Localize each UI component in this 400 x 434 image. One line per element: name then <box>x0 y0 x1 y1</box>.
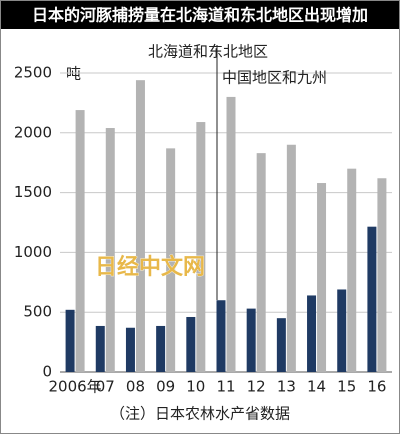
x-tick-label: 11 <box>216 378 235 396</box>
x-tick-label: 13 <box>277 378 296 396</box>
bar <box>135 80 145 373</box>
x-tick-label: 08 <box>126 378 145 396</box>
bar <box>377 178 387 372</box>
bar <box>65 309 75 372</box>
bar <box>186 316 196 372</box>
bar <box>216 300 226 372</box>
bar <box>125 327 135 372</box>
legend-label: 中国地区和九州 <box>222 69 327 87</box>
x-tick-label: 07 <box>96 378 115 396</box>
y-tick-label: 500 <box>23 303 52 321</box>
bar <box>75 110 85 373</box>
source-note: （注）日本农林水产省数据 <box>110 405 290 423</box>
bar <box>226 96 236 373</box>
x-tick-label: 09 <box>156 378 175 396</box>
y-tick-label: 0 <box>42 363 52 381</box>
bar <box>196 122 206 372</box>
bar <box>286 144 296 372</box>
y-tick-label: 2000 <box>14 123 52 141</box>
bar <box>347 168 357 372</box>
bar <box>105 128 115 372</box>
bar <box>317 183 327 372</box>
watermark: 日经中文网 <box>95 254 205 280</box>
bar <box>307 295 317 372</box>
x-tick-label: 10 <box>186 378 205 396</box>
bar <box>95 325 105 372</box>
bar <box>156 325 166 372</box>
bar <box>166 148 176 372</box>
bar <box>276 318 286 372</box>
legend-label: 北海道和东北地区 <box>148 43 268 61</box>
x-tick-label: 14 <box>307 378 326 396</box>
chart-title: 日本的河豚捕捞量在北海道和东北地区出现增加 <box>32 6 368 25</box>
x-tick-label: 2006年 <box>48 378 101 396</box>
title-bar <box>1 1 399 29</box>
bar <box>367 226 377 372</box>
bar <box>337 289 347 372</box>
bar <box>256 153 266 372</box>
bar <box>246 308 256 372</box>
x-tick-label: 15 <box>337 378 356 396</box>
y-tick-label: 1500 <box>14 183 52 201</box>
y-tick-label: 1000 <box>14 243 52 261</box>
y-tick-label: 2500 <box>14 64 52 82</box>
x-tick-label: 16 <box>367 378 386 396</box>
x-tick-label: 12 <box>247 378 266 396</box>
